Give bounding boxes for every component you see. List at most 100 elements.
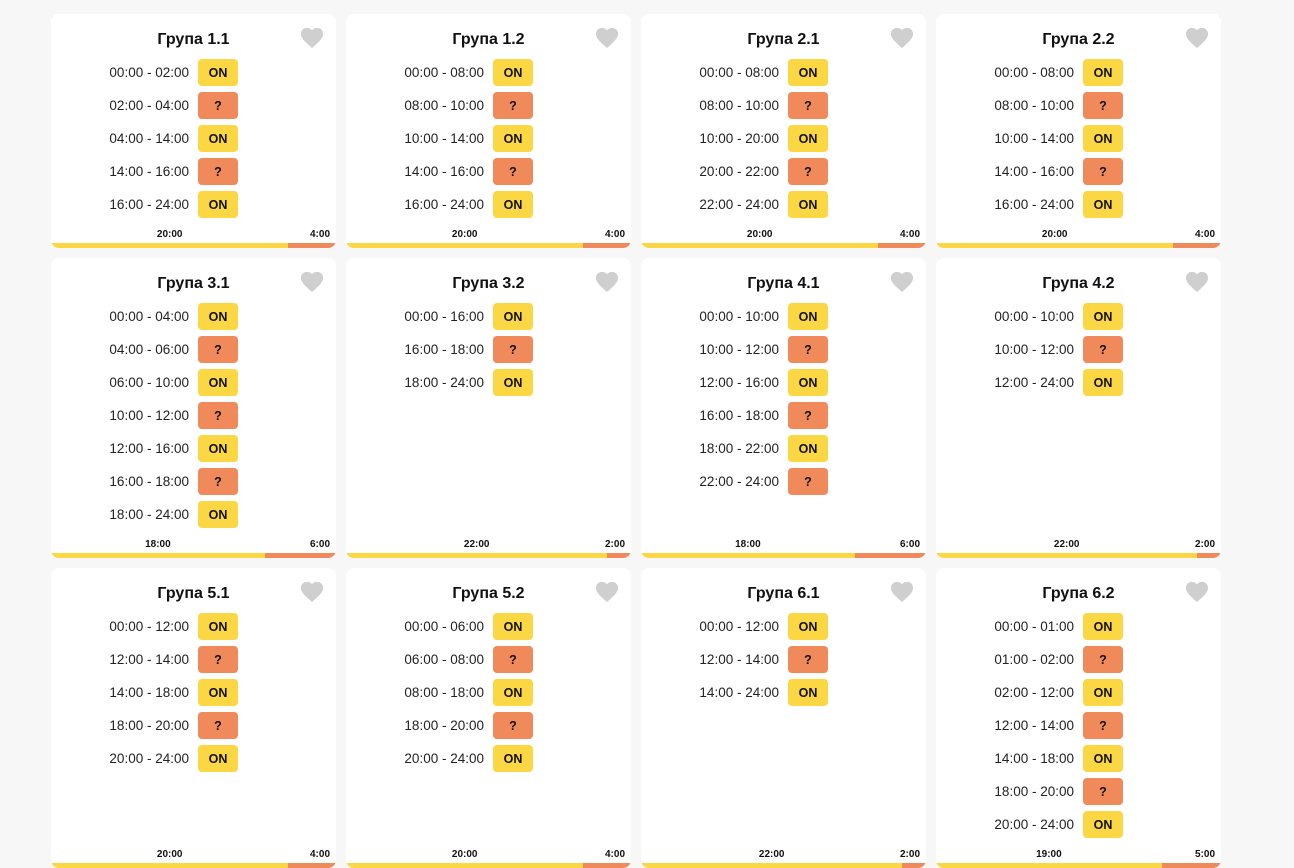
slot-row: 00:00 - 06:00 ON [346, 610, 631, 643]
slot-row: 14:00 - 16:00? [51, 155, 336, 188]
status-badge-on: ON [493, 191, 533, 218]
slot-row: 20:00 - 24:00 ON [51, 742, 336, 775]
slot-row: 00:00 - 16:00 ON [346, 300, 631, 333]
slot-time-range: 20:00 - 24:00 [404, 751, 484, 766]
slot-row: 10:00 - 12:00? [51, 399, 336, 432]
slot-time-range: 02:00 - 04:00 [109, 98, 189, 113]
heart-icon[interactable] [889, 269, 915, 293]
status-badge-unknown: ? [198, 468, 238, 495]
status-badge-unknown: ? [493, 336, 533, 363]
slot-row: 12:00 - 16:00 ON [641, 366, 926, 399]
heart-icon[interactable] [889, 579, 915, 603]
status-badge-on: ON [198, 679, 238, 706]
slot-row: 08:00 - 18:00 ON [346, 676, 631, 709]
progress-elapsed [51, 553, 265, 558]
slot-time-range: 00:00 - 06:00 [404, 619, 484, 634]
heart-shape [595, 27, 619, 49]
progress-labels: 20:00 4:00 [936, 229, 1221, 241]
progress-elapsed [936, 243, 1174, 248]
slot-time-range: 08:00 - 10:00 [699, 98, 779, 113]
progress-remaining [878, 243, 926, 248]
status-badge-on: ON [788, 435, 828, 462]
slot-list: 00:00 - 16:00 ON 16:00 - 18:00? 18:00 - 24:… [346, 300, 631, 399]
progress-labels: 20:00 4:00 [346, 229, 631, 241]
slot-row: 20:00 - 24:00 ON [936, 808, 1221, 841]
progress-current-label: 22:00 [463, 539, 490, 550]
slot-time-range: 00:00 - 12:00 [699, 619, 779, 634]
progress-remaining-label: 2:00 [604, 539, 625, 550]
heart-icon[interactable] [1184, 25, 1210, 49]
progress-bar [936, 243, 1221, 248]
slot-row: 00:00 - 02:00 ON [51, 56, 336, 89]
status-badge-on: ON [493, 369, 533, 396]
slot-time-range: 12:00 - 14:00 [994, 718, 1074, 733]
status-badge-unknown: ? [198, 712, 238, 739]
heart-icon[interactable] [594, 25, 620, 49]
slot-time-range: 00:00 - 08:00 [699, 65, 779, 80]
heart-icon[interactable] [299, 269, 325, 293]
slot-row: 08:00 - 10:00? [641, 89, 926, 122]
group-title: Група 4.2 [1042, 275, 1115, 292]
progress-remaining-label: 2:00 [1194, 539, 1215, 550]
slot-row: 14:00 - 18:00 ON [936, 742, 1221, 775]
progress-elapsed [641, 553, 855, 558]
group-title: Група 3.2 [452, 275, 525, 292]
slot-row: 12:00 - 14:00? [936, 709, 1221, 742]
slot-row: 18:00 - 20:00? [51, 709, 336, 742]
progress-remaining-label: 2:00 [899, 849, 920, 860]
status-badge-on: ON [788, 125, 828, 152]
heart-icon[interactable] [594, 579, 620, 603]
progress-remaining-label: 6:00 [899, 539, 920, 550]
progress-bar [51, 863, 336, 868]
progress-bar [936, 553, 1221, 558]
heart-icon[interactable] [1184, 269, 1210, 293]
heart-icon[interactable] [299, 25, 325, 49]
status-badge-on: ON [198, 613, 238, 640]
slot-time-range: 16:00 - 24:00 [994, 197, 1074, 212]
slot-row: 12:00 - 16:00 ON [51, 432, 336, 465]
status-badge-on: ON [788, 303, 828, 330]
progress-bar [51, 243, 336, 248]
progress-labels: 22:00 2:00 [936, 539, 1221, 551]
progress-remaining [1197, 553, 1221, 558]
progress-elapsed [641, 863, 903, 868]
slot-time-range: 00:00 - 04:00 [109, 309, 189, 324]
progress-remaining [1173, 243, 1221, 248]
status-badge-on: ON [493, 679, 533, 706]
progress-current-label: 20:00 [156, 229, 183, 240]
status-badge-on: ON [198, 303, 238, 330]
heart-icon[interactable] [889, 25, 915, 49]
group-card: Група 1.1 00:00 - 02:00 ON 02:00 - 04:00? 04… [51, 14, 336, 248]
slot-row: 00:00 - 08:00 ON [936, 56, 1221, 89]
progress-labels: 18:00 6:00 [641, 539, 926, 551]
progress-current-label: 20:00 [1041, 229, 1068, 240]
progress-elapsed [51, 863, 289, 868]
slot-row: 02:00 - 12:00 ON [936, 676, 1221, 709]
status-badge-unknown: ? [788, 336, 828, 363]
heart-icon[interactable] [1184, 579, 1210, 603]
status-badge-on: ON [1083, 613, 1123, 640]
slot-time-range: 12:00 - 16:00 [699, 375, 779, 390]
slot-time-range: 18:00 - 20:00 [109, 718, 189, 733]
heart-icon[interactable] [594, 269, 620, 293]
slot-list: 00:00 - 10:00 ON 10:00 - 12:00? 12:00 - 24:… [936, 300, 1221, 399]
status-badge-on: ON [198, 745, 238, 772]
status-badge-on: ON [788, 369, 828, 396]
slot-time-range: 16:00 - 24:00 [404, 197, 484, 212]
slot-row: 16:00 - 24:00 ON [51, 188, 336, 221]
heart-shape [300, 581, 324, 603]
group-title: Група 2.2 [1042, 31, 1115, 48]
status-badge-on: ON [198, 435, 238, 462]
slot-time-range: 14:00 - 18:00 [109, 685, 189, 700]
slot-time-range: 16:00 - 18:00 [699, 408, 779, 423]
status-badge-on: ON [493, 59, 533, 86]
slot-row: 14:00 - 24:00 ON [641, 676, 926, 709]
status-badge-unknown: ? [788, 92, 828, 119]
group-card: Група 6.1 00:00 - 12:00 ON 12:00 - 14:00? 14… [641, 568, 926, 868]
slot-time-range: 10:00 - 14:00 [404, 131, 484, 146]
slot-time-range: 00:00 - 02:00 [109, 65, 189, 80]
group-title: Група 1.1 [157, 31, 230, 48]
slot-row: 14:00 - 18:00 ON [51, 676, 336, 709]
group-title: Група 1.2 [452, 31, 525, 48]
heart-icon[interactable] [299, 579, 325, 603]
